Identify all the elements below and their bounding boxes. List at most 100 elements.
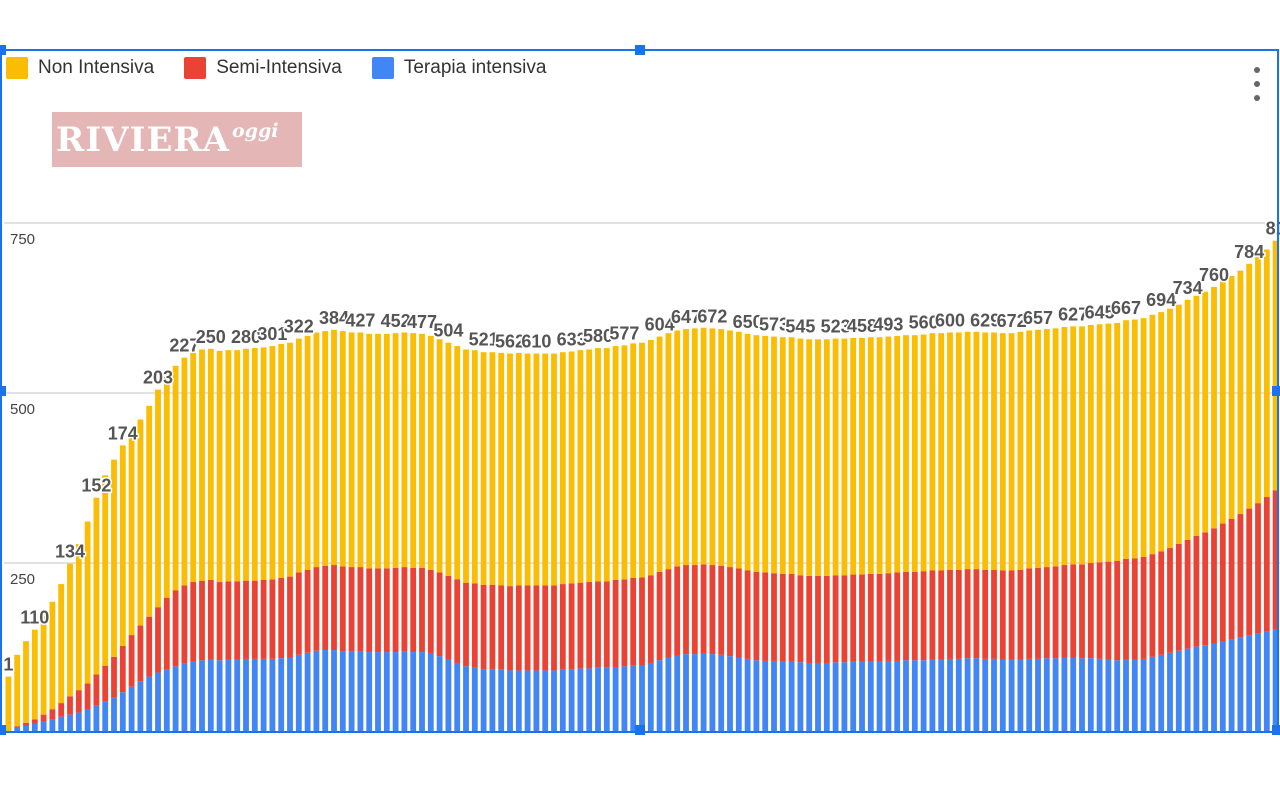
bar-non-intensiva[interactable] (1272, 240, 1279, 491)
bar-semi-intensiva[interactable] (181, 585, 188, 664)
bar-non-intensiva[interactable] (128, 431, 135, 636)
bar-non-intensiva[interactable] (542, 353, 549, 586)
bar-non-intensiva[interactable] (859, 337, 865, 575)
bar-semi-intensiva[interactable] (1070, 564, 1077, 658)
bar-non-intensiva[interactable] (938, 333, 945, 571)
bar-non-intensiva[interactable] (383, 333, 390, 569)
bar-terapia-intensiva[interactable] (366, 652, 373, 733)
bar-terapia-intensiva[interactable] (489, 669, 496, 733)
bar-non-intensiva[interactable] (225, 350, 232, 582)
bar-non-intensiva[interactable] (40, 616, 47, 715)
resize-handle[interactable] (0, 386, 6, 396)
bar-non-intensiva[interactable] (14, 654, 21, 727)
bar-terapia-intensiva[interactable] (788, 661, 795, 733)
bar-non-intensiva[interactable] (199, 349, 205, 581)
bar-semi-intensiva[interactable] (832, 575, 839, 663)
bar-terapia-intensiva[interactable] (1175, 650, 1182, 733)
bar-non-intensiva[interactable] (612, 346, 619, 580)
bar-terapia-intensiva[interactable] (1237, 637, 1244, 733)
bar-semi-intensiva[interactable] (498, 585, 505, 670)
bar-terapia-intensiva[interactable] (577, 668, 584, 733)
bar-terapia-intensiva[interactable] (595, 667, 601, 733)
bar-non-intensiva[interactable] (955, 332, 962, 570)
bar-non-intensiva[interactable] (894, 335, 901, 573)
bar-semi-intensiva[interactable] (366, 568, 373, 653)
bar-terapia-intensiva[interactable] (797, 662, 804, 733)
bar-non-intensiva[interactable] (1008, 333, 1015, 571)
bar-semi-intensiva[interactable] (753, 571, 760, 661)
bar-non-intensiva[interactable] (1087, 325, 1094, 563)
bar-semi-intensiva[interactable] (612, 580, 619, 668)
bar-semi-intensiva[interactable] (339, 566, 346, 652)
bar-non-intensiva[interactable] (216, 350, 223, 583)
bar-semi-intensiva[interactable] (1228, 518, 1235, 640)
bar-terapia-intensiva[interactable] (137, 681, 144, 733)
bar-non-intensiva[interactable] (348, 332, 355, 568)
bar-terapia-intensiva[interactable] (498, 669, 505, 733)
bar-terapia-intensiva[interactable] (1070, 657, 1077, 733)
bar-semi-intensiva[interactable] (313, 567, 320, 651)
bar-terapia-intensiva[interactable] (348, 651, 355, 733)
bar-non-intensiva[interactable] (1035, 329, 1041, 568)
legend-item-terapia-intensiva[interactable]: Terapia intensiva (371, 57, 546, 79)
bar-semi-intensiva[interactable] (1131, 558, 1138, 660)
bar-terapia-intensiva[interactable] (639, 665, 645, 733)
bar-semi-intensiva[interactable] (1184, 539, 1191, 649)
bar-non-intensiva[interactable] (691, 328, 698, 566)
bar-semi-intensiva[interactable] (815, 575, 821, 663)
bar-non-intensiva[interactable] (331, 329, 337, 566)
bar-non-intensiva[interactable] (49, 601, 56, 710)
bar-non-intensiva[interactable] (67, 563, 73, 697)
bar-terapia-intensiva[interactable] (331, 650, 337, 733)
bar-semi-intensiva[interactable] (40, 714, 47, 722)
bar-semi-intensiva[interactable] (762, 572, 769, 661)
bar-non-intensiva[interactable] (1202, 291, 1209, 533)
bar-terapia-intensiva[interactable] (1087, 658, 1094, 733)
bar-non-intensiva[interactable] (1255, 257, 1261, 504)
bar-non-intensiva[interactable] (788, 337, 795, 574)
bar-terapia-intensiva[interactable] (23, 725, 29, 733)
bar-terapia-intensiva[interactable] (304, 652, 311, 733)
bar-non-intensiva[interactable] (392, 333, 399, 568)
bar-non-intensiva[interactable] (1263, 249, 1270, 498)
bar-non-intensiva[interactable] (753, 335, 760, 572)
bar-non-intensiva[interactable] (419, 333, 425, 568)
bar-semi-intensiva[interactable] (383, 568, 390, 653)
bar-non-intensiva[interactable] (1193, 295, 1200, 536)
bar-terapia-intensiva[interactable] (832, 662, 839, 733)
bar-terapia-intensiva[interactable] (1263, 631, 1270, 733)
bar-non-intensiva[interactable] (410, 333, 417, 568)
bar-semi-intensiva[interactable] (630, 577, 637, 666)
bar-non-intensiva[interactable] (1246, 263, 1253, 509)
bar-semi-intensiva[interactable] (683, 565, 689, 655)
bar-semi-intensiva[interactable] (1079, 564, 1085, 659)
bar-non-intensiva[interactable] (603, 348, 610, 582)
legend-item-semi-intensiva[interactable]: Semi-Intensiva (184, 57, 342, 79)
bar-semi-intensiva[interactable] (771, 573, 777, 661)
bar-terapia-intensiva[interactable] (375, 652, 381, 733)
bar-semi-intensiva[interactable] (463, 582, 469, 667)
bar-semi-intensiva[interactable] (674, 566, 681, 656)
bar-non-intensiva[interactable] (920, 334, 927, 572)
bar-non-intensiva[interactable] (111, 459, 117, 657)
bar-terapia-intensiva[interactable] (322, 650, 329, 733)
bar-terapia-intensiva[interactable] (49, 719, 56, 733)
bar-non-intensiva[interactable] (621, 345, 628, 580)
bar-terapia-intensiva[interactable] (269, 658, 276, 733)
bar-non-intensiva[interactable] (5, 676, 12, 731)
bar-semi-intensiva[interactable] (348, 567, 355, 652)
bar-non-intensiva[interactable] (58, 584, 65, 704)
bar-non-intensiva[interactable] (762, 335, 769, 573)
bar-semi-intensiva[interactable] (49, 709, 56, 720)
bar-non-intensiva[interactable] (929, 333, 936, 571)
bar-non-intensiva[interactable] (823, 339, 830, 576)
bar-terapia-intensiva[interactable] (955, 658, 962, 733)
bar-semi-intensiva[interactable] (1158, 551, 1165, 655)
bar-semi-intensiva[interactable] (911, 571, 918, 661)
bar-non-intensiva[interactable] (524, 353, 531, 586)
bar-non-intensiva[interactable] (683, 329, 689, 566)
bar-semi-intensiva[interactable] (1272, 490, 1279, 630)
bar-semi-intensiva[interactable] (260, 580, 267, 659)
bar-non-intensiva[interactable] (84, 521, 91, 684)
resize-handle[interactable] (0, 45, 6, 55)
